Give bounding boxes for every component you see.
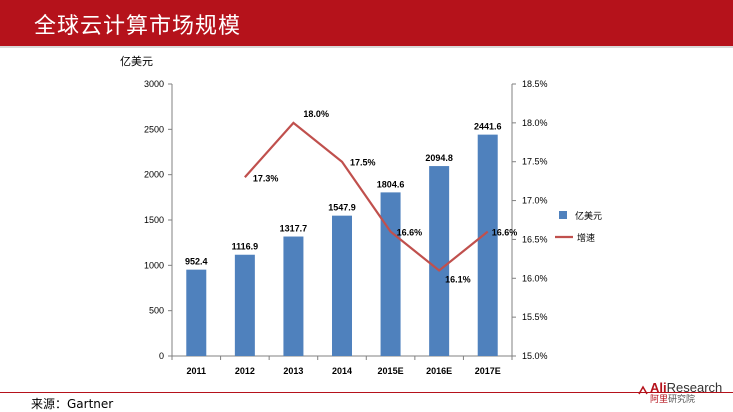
- bar-2013: [283, 236, 304, 356]
- bar-value-label: 1116.9: [232, 242, 259, 252]
- y-right-tick-label: 16.0%: [522, 273, 548, 283]
- growth-value-label: 17.5%: [350, 158, 376, 168]
- x-tick-label: 2014: [332, 366, 352, 376]
- y-left-unit-label: 亿美元: [120, 55, 153, 68]
- y-left-tick-label: 0: [159, 351, 164, 361]
- logo-subtitle: 阿里研究院: [650, 395, 695, 405]
- growth-rate-line: [244, 121, 489, 272]
- x-tick-label: 2012: [235, 366, 255, 376]
- x-tick-label: 2011: [187, 366, 207, 376]
- bar-2017E: [477, 134, 498, 356]
- y-left-tick-label: 3000: [144, 79, 164, 89]
- bar-value-label: 1317.7: [280, 224, 308, 234]
- header-divider: [0, 46, 733, 48]
- bar-2015E: [380, 192, 401, 356]
- legend-bar-swatch: [559, 211, 567, 219]
- growth-value-label: 16.1%: [445, 275, 471, 285]
- page-title: 全球云计算市场规模: [34, 14, 242, 39]
- source-note: 来源：Gartner: [31, 397, 114, 411]
- y-right-tick-label: 17.0%: [522, 196, 548, 206]
- bar-value-label: 2094.8: [425, 153, 453, 163]
- y-right-tick-label: 16.5%: [522, 234, 548, 244]
- y-right-tick-label: 18.0%: [522, 118, 548, 128]
- header-bar: 全球云计算市场规模: [0, 0, 733, 46]
- chart: 0 500 1000 1500 2000 2500 3000 15.0% 15.5% 16.0% 1…: [120, 55, 602, 376]
- bar-2012: [234, 254, 255, 356]
- aliresearch-logo: AliResearch 阿里研究院: [638, 381, 732, 409]
- logo-sub-yjy: 研究院: [668, 395, 696, 405]
- y-left-tick-label: 2500: [144, 124, 164, 134]
- footer-divider: [0, 392, 733, 393]
- y-right-tick-label: 18.5%: [522, 79, 548, 89]
- bar-2016E: [429, 166, 450, 356]
- x-tick-label: 2016E: [426, 366, 452, 376]
- legend-line-label: 增速: [577, 232, 595, 244]
- logo-research-text: Research: [666, 380, 723, 395]
- bar-value-label: 952.4: [185, 257, 208, 267]
- x-tick-label: 2015E: [378, 366, 404, 376]
- x-tick-label: 2017E: [475, 366, 501, 376]
- bar-2011: [186, 269, 207, 356]
- y-right-tick-label: 15.5%: [522, 312, 548, 322]
- y-left-tick-label: 1000: [144, 260, 164, 270]
- growth-value-label: 18.0%: [303, 109, 329, 119]
- growth-value-label: 16.6%: [492, 228, 518, 238]
- legend-bar-label: 亿美元: [575, 210, 602, 222]
- logo-sub-ali: 阿里: [650, 395, 669, 405]
- logo-ali-text: Ali: [650, 380, 667, 395]
- logo-wordmark: AliResearch: [650, 381, 722, 395]
- bar-value-label: 1547.9: [328, 203, 356, 213]
- logo-arrow-icon: [638, 385, 648, 395]
- y-left-tick-label: 2000: [144, 170, 164, 180]
- y-right-tick-label: 17.5%: [522, 157, 548, 167]
- y-right-tick-label: 15.0%: [522, 351, 548, 361]
- x-tick-label: 2013: [283, 366, 303, 376]
- growth-value-label: 17.3%: [253, 173, 279, 183]
- bar-2014: [332, 215, 352, 356]
- y-left-tick-label: 1500: [144, 215, 164, 225]
- y-left-tick-label: 500: [149, 306, 164, 316]
- bar-value-label: 2441.6: [474, 122, 502, 132]
- bar-value-label: 1804.6: [377, 179, 405, 189]
- growth-value-label: 16.6%: [397, 228, 423, 238]
